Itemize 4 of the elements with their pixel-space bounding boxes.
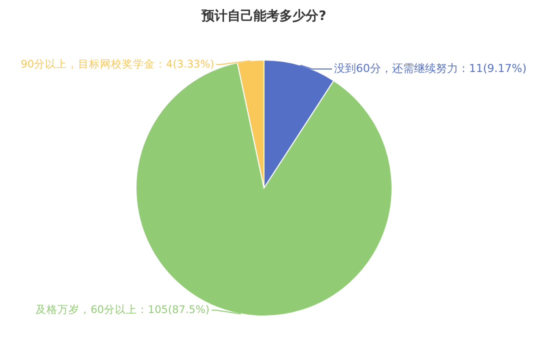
slice-label: 没到60分，还需继续努力：11(9.17%) — [334, 62, 527, 75]
slice-label: 90分以上，目标网校奖学金：4(3.33%) — [20, 58, 214, 71]
slice-label: 及格万岁，60分以上：105(87.5%) — [36, 303, 210, 316]
chart-title: 预计自己能考多少分? — [200, 8, 326, 24]
